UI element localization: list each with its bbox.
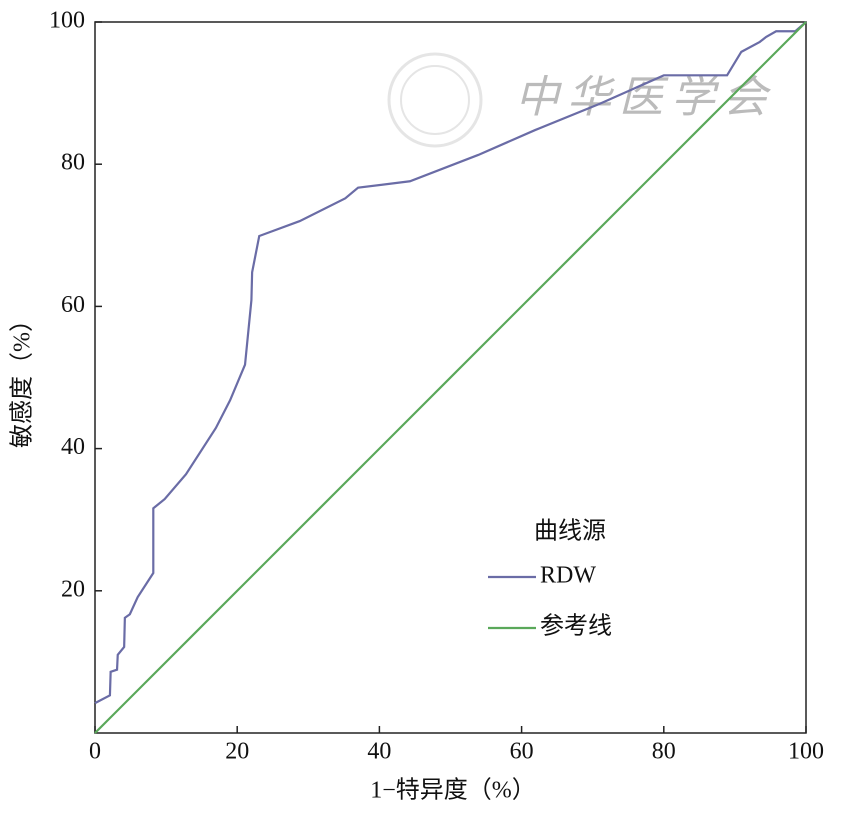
y-tick-label: 100: [49, 8, 85, 34]
y-axis-label: 敏感度（%）: [9, 308, 36, 448]
y-tick-label: 20: [61, 576, 85, 602]
plot-frame: [94, 21, 807, 734]
legend-title: 曲线源: [534, 518, 606, 545]
series-line: [94, 21, 807, 734]
x-axis-label: 1−特异度（%）: [370, 777, 536, 804]
legend-label: RDW: [540, 563, 596, 589]
y-tick-label: 60: [61, 292, 85, 318]
x-tick-label: 80: [652, 739, 676, 765]
x-tick-label: 100: [788, 739, 824, 765]
x-tick-label: 20: [225, 739, 249, 765]
legend-label: 参考线: [540, 613, 612, 640]
x-tick-label: 60: [510, 739, 534, 765]
series-line: [94, 21, 807, 705]
x-tick-label: 0: [89, 739, 101, 765]
watermark-emblem: [387, 52, 483, 148]
x-tick-label: 40: [367, 739, 391, 765]
y-tick-label: 40: [61, 434, 85, 460]
watermark: 中华医学会: [515, 73, 775, 122]
y-tick-label: 80: [61, 150, 85, 176]
